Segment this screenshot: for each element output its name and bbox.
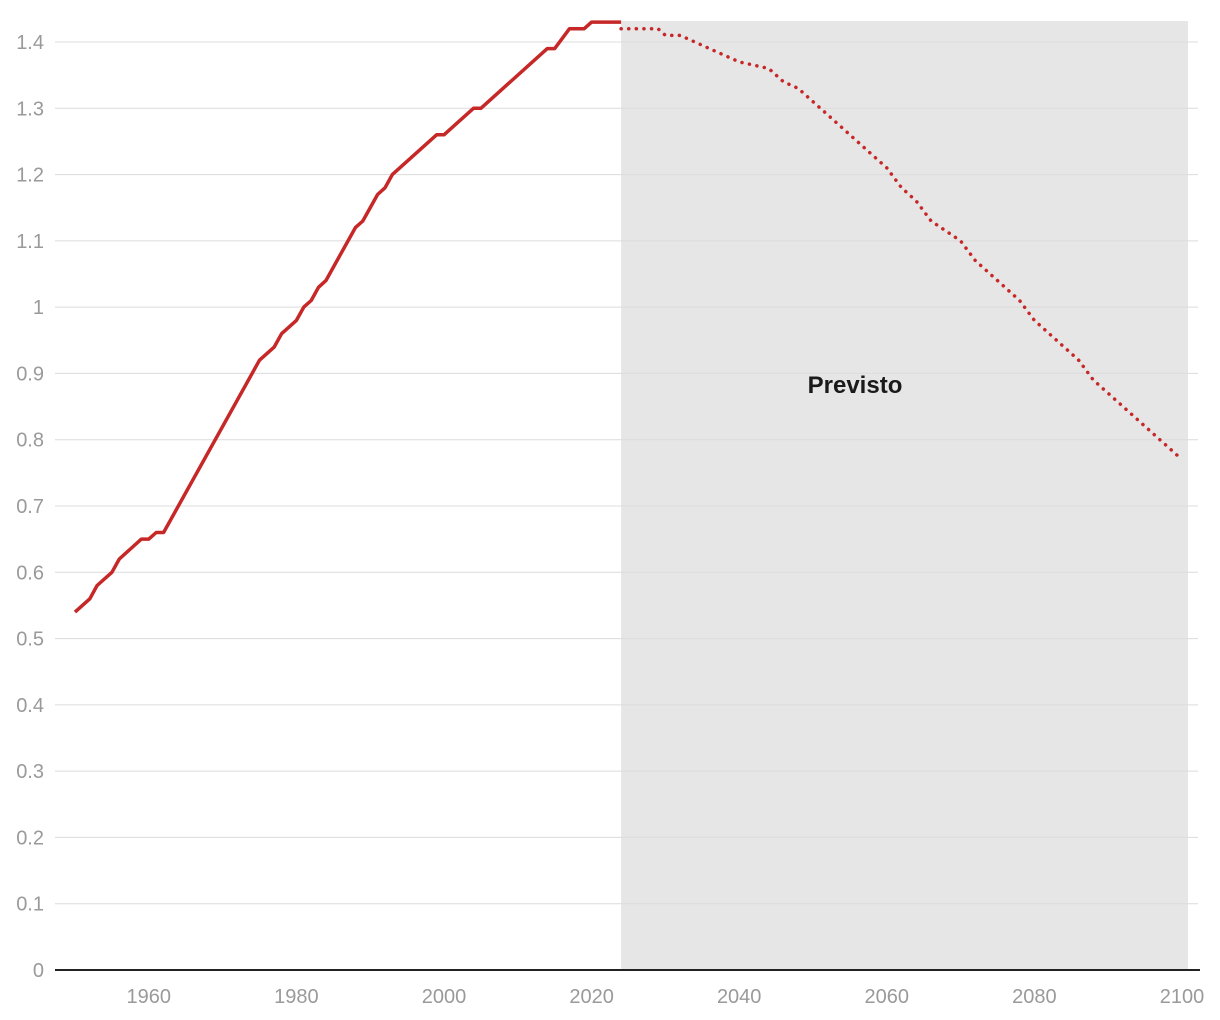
forecast-shade: [621, 21, 1188, 970]
y-tick-label: 0.4: [16, 695, 44, 717]
x-tick-label: 1960: [127, 986, 172, 1008]
y-tick-label: 1.3: [16, 98, 44, 120]
x-tick-label: 2100: [1160, 986, 1205, 1008]
forecast-region: [621, 21, 1188, 970]
y-tick-label: 0.3: [16, 761, 44, 783]
x-tick-label: 2060: [865, 986, 910, 1008]
historical-line: [73, 20, 622, 614]
x-tick-label: 2080: [1012, 986, 1057, 1008]
x-tick-labels: 1960 1980 2000 2020 2040 2060 2080 2100: [127, 986, 1205, 1008]
series-lines: [73, 20, 1184, 614]
y-tick-labels: 0 0.1 0.2 0.3 0.4 0.5 0.6 0.7 0.8 0.9 1 1.1 1.2 1.3 1.…: [16, 32, 44, 982]
gridlines: [55, 41, 1198, 905]
x-tick-label: 2040: [717, 986, 762, 1008]
y-tick-label: 0.7: [16, 496, 44, 518]
y-tick-label: 0.1: [16, 894, 44, 916]
y-tick-label: 0.5: [16, 629, 44, 651]
x-tick-label: 2020: [569, 986, 614, 1008]
y-tick-label: 1.4: [16, 32, 44, 54]
y-tick-label: 1: [33, 297, 44, 319]
y-tick-label: 1.2: [16, 165, 44, 187]
forecast-label: Previsto: [808, 372, 903, 399]
y-tick-label: 0.9: [16, 363, 44, 385]
x-tick-label: 1980: [274, 986, 319, 1008]
y-tick-label: 0: [33, 960, 44, 982]
x-tick-label: 2000: [422, 986, 467, 1008]
y-tick-label: 0.6: [16, 562, 44, 584]
y-tick-label: 0.2: [16, 827, 44, 849]
y-tick-label: 0.8: [16, 430, 44, 452]
y-tick-label: 1.1: [16, 231, 44, 253]
